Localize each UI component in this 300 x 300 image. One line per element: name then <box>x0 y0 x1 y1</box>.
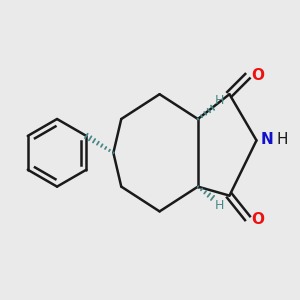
Text: H: H <box>215 94 224 106</box>
Text: O: O <box>251 68 264 82</box>
Text: N: N <box>261 132 274 147</box>
Text: H: H <box>215 199 224 212</box>
Text: O: O <box>251 212 264 227</box>
Text: H: H <box>277 132 288 147</box>
